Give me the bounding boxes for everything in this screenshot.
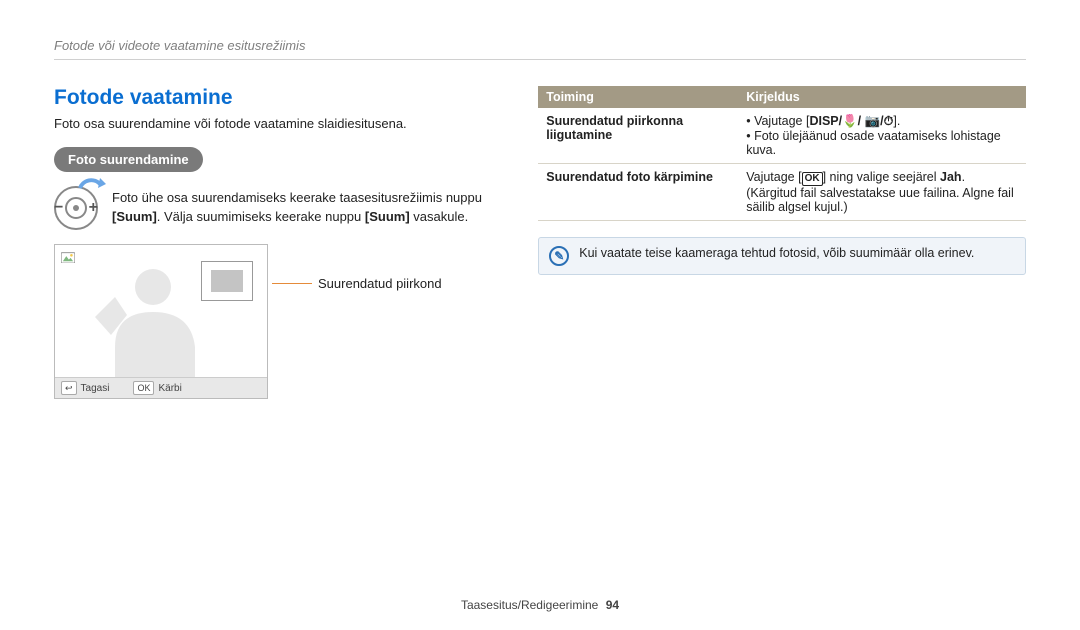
section-pill: Foto suurendamine bbox=[54, 147, 203, 172]
back-key-icon: ↩ bbox=[61, 381, 77, 395]
ok-key-icon: OK bbox=[133, 381, 154, 395]
table-row: Suurendatud foto kärpimine Vajutage [OK]… bbox=[538, 164, 1026, 221]
row-action: Suurendatud foto kärpimine bbox=[538, 164, 738, 221]
info-note: ✎ Kui vaatate teise kaameraga tehtud fot… bbox=[538, 237, 1026, 275]
dial-instruction: Foto ühe osa suurendamiseks keerake taas… bbox=[112, 189, 504, 227]
actions-table: Toiming Kirjeldus Suurendatud piirkonna … bbox=[538, 86, 1026, 221]
zoom-area-callout: Suurendatud piirkond bbox=[276, 276, 442, 291]
minus-icon: − bbox=[54, 199, 63, 217]
back-button-hint: ↩ Tagasi bbox=[61, 381, 109, 395]
col-header-action: Toiming bbox=[538, 86, 738, 108]
zoom-area-indicator bbox=[201, 261, 253, 301]
row-action: Suurendatud piirkonna liigutamine bbox=[538, 108, 738, 164]
table-row: Suurendatud piirkonna liigutamine Vajuta… bbox=[538, 108, 1026, 164]
photo-icon bbox=[61, 251, 75, 263]
row-desc: Vajutage [OK] ning valige seejärel Jah. … bbox=[738, 164, 1026, 221]
col-header-desc: Kirjeldus bbox=[738, 86, 1026, 108]
note-text: Kui vaatate teise kaameraga tehtud fotos… bbox=[579, 246, 974, 260]
plus-icon: + bbox=[89, 199, 98, 217]
info-icon: ✎ bbox=[549, 246, 569, 266]
page-footer: Taasesitus/Redigeerimine 94 bbox=[0, 598, 1080, 612]
breadcrumb: Fotode või videote vaatamine esitusrežii… bbox=[54, 38, 1026, 60]
zoom-dial-graphic: − + bbox=[54, 186, 98, 230]
intro-text: Foto osa suurendamine või fotode vaatami… bbox=[54, 116, 504, 131]
page-title: Fotode vaatamine bbox=[54, 86, 504, 110]
ok-button-hint: OK Kärbi bbox=[133, 381, 181, 395]
camera-screen-illustration: ↩ Tagasi OK Kärbi bbox=[54, 244, 268, 399]
row-desc: Vajutage [DISP/🌷/ 📷/⏱]. Foto ülejäänud o… bbox=[738, 108, 1026, 164]
